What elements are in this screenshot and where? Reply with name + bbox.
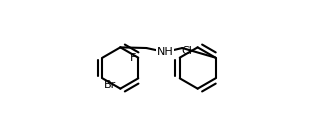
Text: F: F [130,53,136,63]
Text: Br: Br [104,80,116,90]
Text: Cl: Cl [181,46,192,56]
Text: NH: NH [156,47,173,57]
